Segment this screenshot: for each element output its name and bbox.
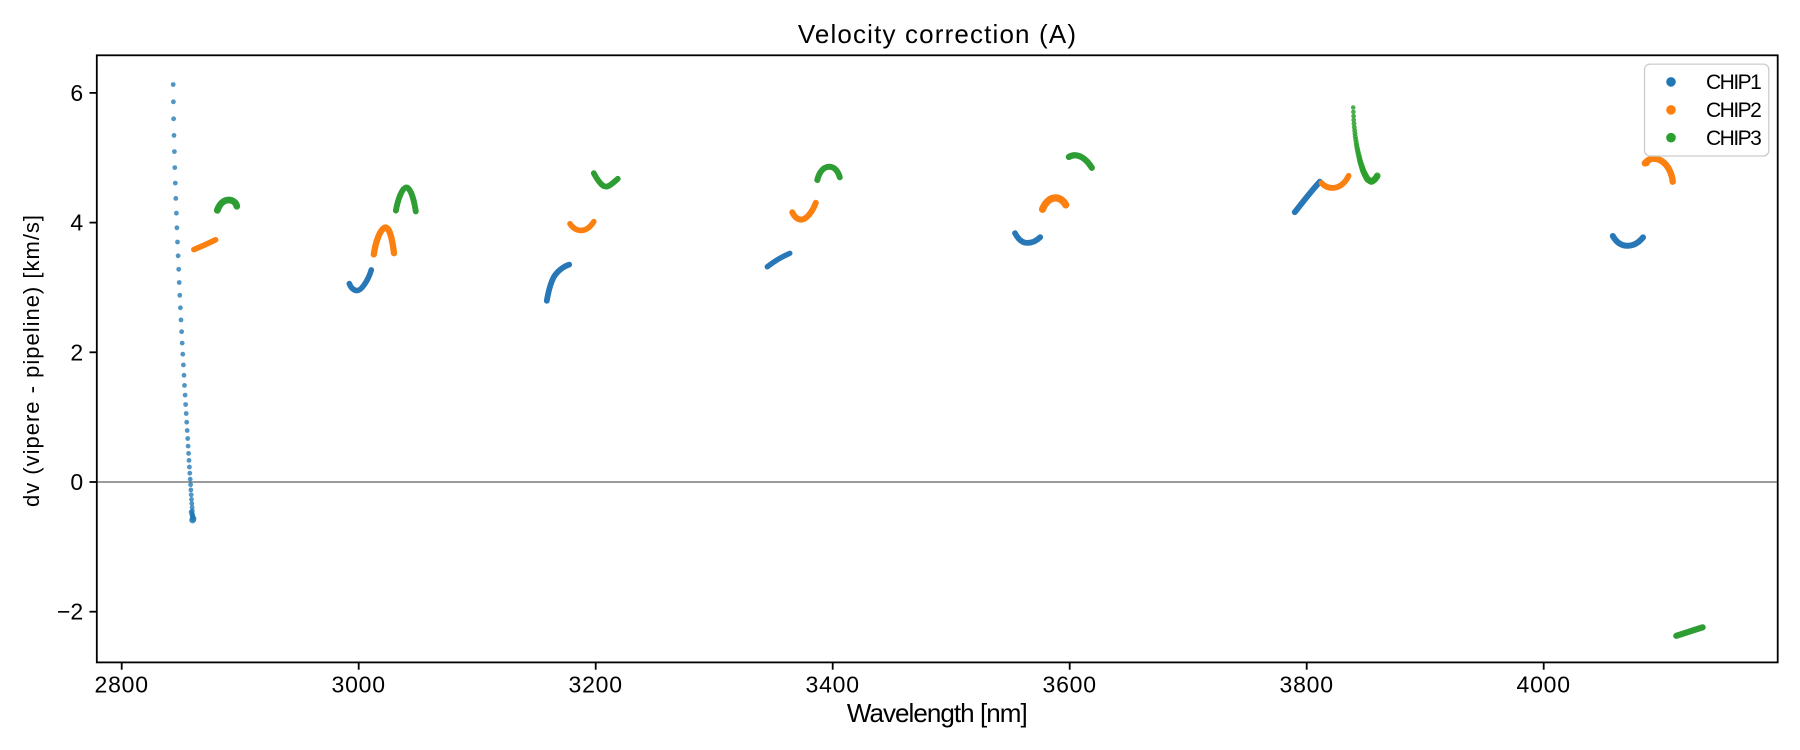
svg-text:−2: −2 (57, 599, 83, 625)
svg-text:dv (vipere - pipeline) [km/s]: dv (vipere - pipeline) [km/s] (19, 214, 44, 507)
svg-text:2: 2 (70, 339, 83, 365)
svg-text:Wavelength [nm]: Wavelength [nm] (847, 698, 1027, 728)
svg-text:CHIP2: CHIP2 (1706, 99, 1761, 122)
svg-text:4: 4 (70, 210, 83, 236)
svg-text:3000: 3000 (332, 672, 386, 698)
svg-text:CHIP3: CHIP3 (1706, 127, 1761, 150)
svg-text:3200: 3200 (569, 672, 623, 698)
svg-text:4000: 4000 (1517, 672, 1571, 698)
svg-text:0: 0 (70, 469, 83, 495)
svg-text:2800: 2800 (95, 672, 149, 698)
svg-text:Velocity correction (A): Velocity correction (A) (798, 19, 1077, 49)
svg-text:3600: 3600 (1043, 672, 1097, 698)
svg-text:CHIP1: CHIP1 (1706, 71, 1761, 94)
svg-text:3800: 3800 (1280, 672, 1334, 698)
svg-text:6: 6 (70, 80, 83, 106)
svg-text:3400: 3400 (806, 672, 860, 698)
